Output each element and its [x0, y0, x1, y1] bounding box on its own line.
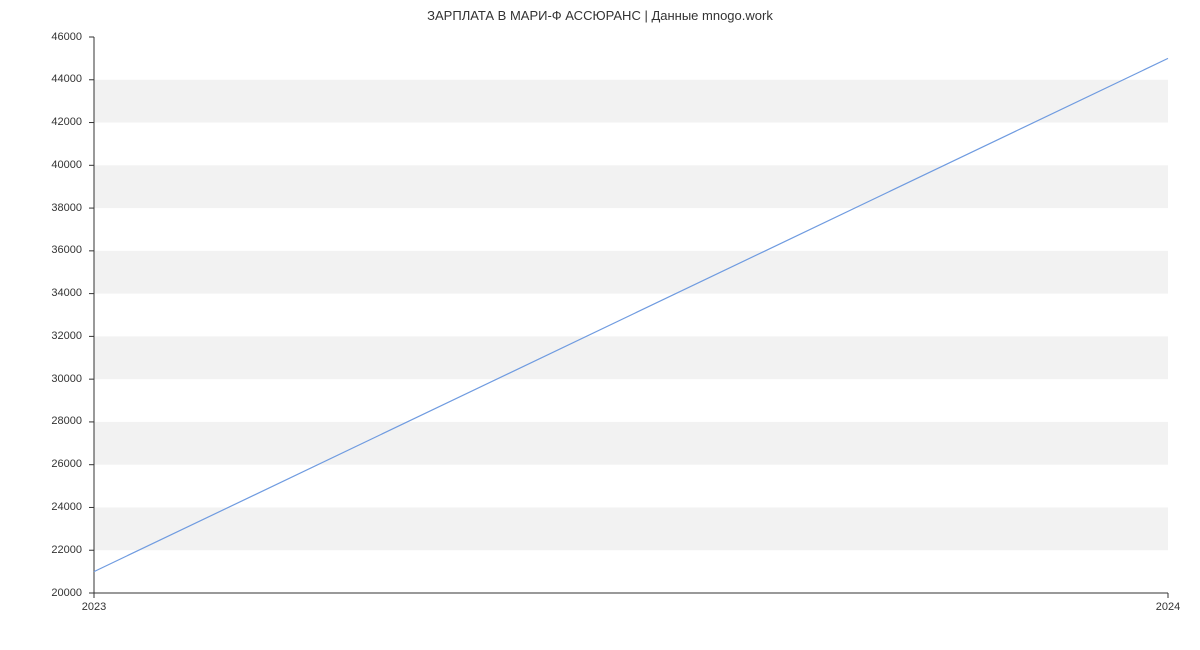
y-tick-label: 24000 — [0, 501, 82, 513]
y-tick-label: 46000 — [0, 31, 82, 43]
y-tick-label: 38000 — [0, 202, 82, 214]
line-chart — [94, 37, 1168, 593]
y-tick-label: 28000 — [0, 415, 82, 427]
x-tick-label: 2024 — [1138, 601, 1198, 613]
y-tick-label: 30000 — [0, 373, 82, 385]
y-tick-label: 44000 — [0, 73, 82, 85]
chart-area: 20000 22000 24000 26000 28000 30000 32000 34000… — [0, 23, 1200, 643]
y-tick-label: 20000 — [0, 587, 82, 599]
y-tick-label: 40000 — [0, 159, 82, 171]
chart-title: ЗАРПЛАТА В МАРИ-Ф АССЮРАНС | Данные mnog… — [0, 0, 1200, 23]
y-tick-label: 36000 — [0, 244, 82, 256]
y-tick-label: 42000 — [0, 116, 82, 128]
y-tick-label: 26000 — [0, 458, 82, 470]
y-tick-label: 22000 — [0, 544, 82, 556]
x-tick-label: 2023 — [64, 601, 124, 613]
y-tick-label: 32000 — [0, 330, 82, 342]
y-tick-label: 34000 — [0, 287, 82, 299]
